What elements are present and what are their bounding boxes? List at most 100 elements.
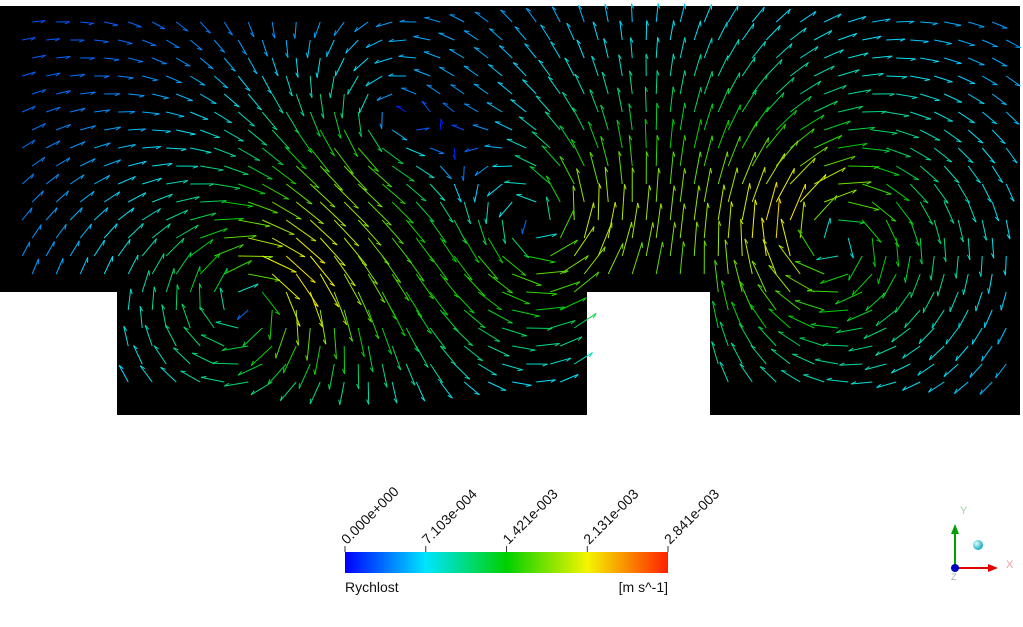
vector-arrow-head (299, 255, 306, 258)
vector-arrow-head (882, 292, 884, 299)
vector-arrow-head (934, 139, 941, 141)
vector-arrow-head (89, 223, 92, 230)
vector-arrow-head (428, 176, 435, 179)
vector-arrow (93, 174, 110, 185)
vector-arrow (872, 129, 898, 134)
vector-arrow-head (962, 289, 965, 295)
vector-arrow-head (250, 390, 255, 396)
vector-arrow (919, 237, 923, 265)
vector-arrow (816, 255, 839, 261)
vector-arrow (765, 182, 778, 221)
vector-arrow-head (199, 83, 206, 86)
vector-arrow-head (41, 156, 46, 162)
vector-arrow-head (1012, 159, 1018, 164)
vector-arrow (415, 273, 434, 300)
vector-arrow (442, 102, 455, 113)
vector-arrow (285, 147, 307, 170)
vector-arrow-head (738, 323, 744, 328)
vector-arrow (504, 181, 527, 185)
vector-arrow-head (366, 399, 370, 405)
vector-arrow (488, 381, 507, 391)
vector-arrow-head (783, 123, 787, 130)
vector-arrow (573, 352, 593, 365)
vector-arrow (512, 381, 532, 386)
vector-arrow (341, 93, 345, 119)
vector-arrow-head (322, 339, 327, 345)
vector-arrow-head (812, 157, 816, 164)
vector-arrow (453, 255, 473, 281)
vector-arrow (261, 111, 278, 131)
vector-arrow (423, 51, 441, 59)
vector-arrow-head (448, 218, 454, 223)
vector-arrow (655, 135, 658, 167)
vector-arrow-head (449, 48, 455, 51)
vector-arrow (945, 327, 959, 345)
vector-arrow (510, 99, 527, 113)
vector-arrow-head (439, 197, 446, 201)
vector-arrow (917, 363, 935, 376)
vector-arrow (693, 221, 698, 257)
vector-arrow (824, 49, 844, 59)
vector-arrow (902, 381, 921, 391)
vector-arrow-head (236, 314, 241, 320)
vector-arrow-head (629, 70, 633, 76)
vector-arrow-head (803, 27, 807, 33)
vector-arrow-head (562, 91, 567, 96)
vector-arrow (271, 21, 276, 39)
vector-arrow (621, 184, 625, 221)
vector-arrow (160, 367, 177, 383)
color-bar (345, 552, 668, 573)
vector-arrow-head (410, 381, 416, 386)
legend-tick-label: 2.841e-003 (661, 486, 723, 548)
vector-arrow (199, 93, 217, 105)
vector-arrow-head (345, 48, 349, 54)
vector-arrow-head (295, 217, 302, 220)
vector-arrow (655, 102, 658, 131)
vector-arrow (679, 3, 686, 23)
vector-arrow (463, 273, 486, 297)
vector-arrow (762, 239, 777, 275)
vector-arrow-head (40, 190, 44, 196)
vector-arrow (604, 167, 609, 203)
vector-arrow (955, 255, 959, 279)
vector-arrow (463, 165, 465, 181)
vector-arrow (958, 39, 975, 46)
vector-arrow-head (340, 223, 347, 227)
legend-tick-label: 1.421e-003 (499, 486, 561, 548)
vector-arrow-head (1013, 121, 1020, 125)
vector-arrow (343, 129, 359, 157)
vector-arrow-head (842, 84, 847, 90)
vector-arrow-head (899, 38, 906, 42)
vector-arrow-head (217, 169, 224, 172)
vector-arrow (846, 309, 873, 322)
vector-arrow (788, 315, 815, 329)
vector-arrow-head (766, 106, 769, 113)
vector-arrow-head (919, 259, 923, 265)
vector-arrow (152, 193, 173, 203)
vector-arrow (751, 260, 767, 293)
vector-arrow-head (559, 306, 565, 310)
vector-arrow (628, 103, 633, 131)
vector-arrow (80, 125, 96, 131)
x-arrow-head (988, 564, 998, 572)
vector-arrow-head (234, 187, 241, 190)
vector-arrow-head (778, 244, 784, 249)
vector-arrow-head (604, 3, 609, 10)
vector-arrow (224, 381, 249, 387)
vector-arrow-head (442, 102, 449, 105)
vector-arrow (550, 281, 581, 293)
vector-arrow-head (446, 175, 452, 180)
vector-arrow-head (656, 70, 660, 76)
vector-arrow-head (451, 258, 457, 263)
vector-arrow-head (507, 290, 513, 294)
vector-arrow-head (733, 259, 738, 265)
vector-arrow-head (272, 126, 278, 131)
vector-arrow-head (1003, 270, 1006, 276)
vector-arrow (439, 66, 455, 77)
vector-arrow-head (711, 341, 716, 347)
vector-arrow (522, 79, 537, 95)
vector-arrow (920, 93, 940, 101)
vector-arrow-head (521, 228, 523, 234)
vector-arrow (93, 207, 109, 221)
